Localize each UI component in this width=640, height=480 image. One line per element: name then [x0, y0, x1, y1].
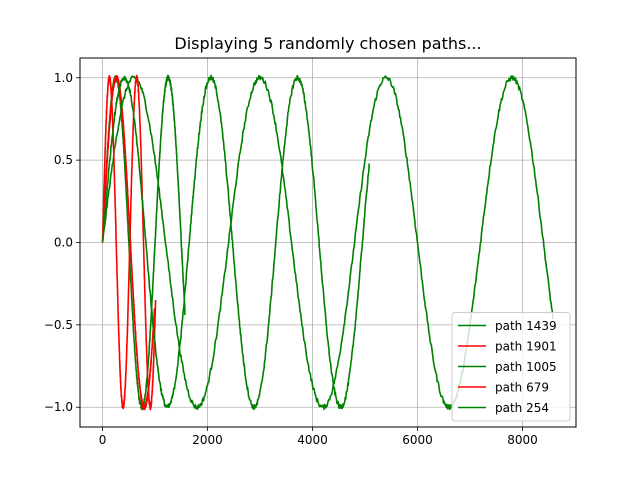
legend-label: path 679	[495, 381, 549, 395]
x-tick-label: 4000	[297, 433, 328, 447]
series-line-3	[101, 74, 554, 411]
y-tick-label: −0.5	[44, 318, 73, 332]
legend-label: path 1439	[495, 319, 557, 333]
y-tick-label: −1.0	[44, 400, 73, 414]
legend-label: path 1005	[495, 360, 557, 374]
legend-label: path 254	[495, 401, 549, 415]
series-line-4	[101, 74, 157, 411]
y-tick-label: 0.0	[54, 236, 73, 250]
axis-ticks: 0 2000 4000 6000 8000 −1.0 −0.5 0.0 0.5 1.0	[44, 71, 538, 447]
series-line-5	[101, 74, 370, 411]
x-tick-label: 6000	[402, 433, 433, 447]
legend: path 1439 path 1901 path 1005 path 679 path …	[451, 312, 571, 422]
x-tick-label: 0	[99, 433, 107, 447]
legend-box	[451, 312, 571, 422]
x-tick-label: 2000	[192, 433, 223, 447]
chart-title: Displaying 5 randomly chosen paths...	[174, 34, 481, 53]
x-tick-label: 8000	[507, 433, 538, 447]
y-tick-label: 0.5	[54, 153, 73, 167]
y-tick-label: 1.0	[54, 71, 73, 85]
plot-lines	[101, 74, 554, 411]
legend-label: path 1901	[495, 340, 557, 354]
